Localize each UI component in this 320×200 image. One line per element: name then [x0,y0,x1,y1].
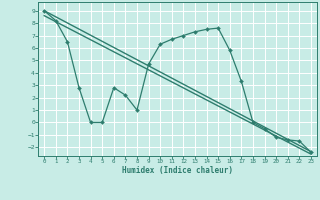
X-axis label: Humidex (Indice chaleur): Humidex (Indice chaleur) [122,166,233,175]
